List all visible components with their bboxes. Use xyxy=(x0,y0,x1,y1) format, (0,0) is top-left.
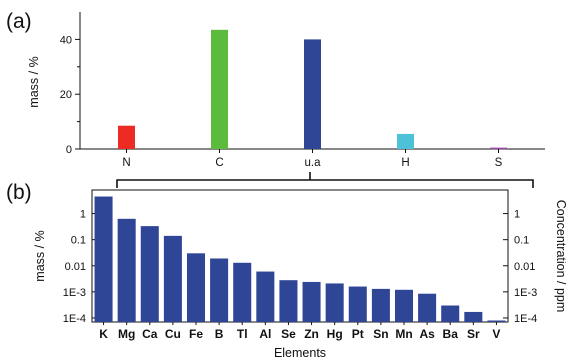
panel-b-bar-K xyxy=(94,196,113,322)
panel-a-y-axis-label: mass / % xyxy=(27,56,41,107)
panel-a-bar-ua xyxy=(304,39,321,149)
panel-b-bar-As xyxy=(418,293,437,322)
panel-a-y-tick-label: 20 xyxy=(60,89,72,101)
panel-b-bar-V xyxy=(487,320,506,322)
panel-b-bar-Mn xyxy=(394,289,414,322)
panel-b-bar-Cu xyxy=(163,235,182,322)
panel-b-x-tick-label: Ba xyxy=(443,327,459,341)
panel-b-bar-Ba xyxy=(441,305,460,322)
panel-b-right-y-tick-label: 0.1 xyxy=(514,235,529,247)
panel-b-x-tick-label: K xyxy=(99,327,108,341)
panel-b-right-y-tick-label: 1 xyxy=(514,209,520,221)
panel-b-x-tick-label: Pt xyxy=(352,327,364,341)
panel-b-bar-Zn xyxy=(302,281,321,322)
panel-b-y-tick-label: 1E-4 xyxy=(63,313,86,325)
panel-b-bar-Hg xyxy=(325,283,344,322)
panel-b-x-tick-label: Hg xyxy=(327,327,343,341)
panel-b-bar-Tl xyxy=(233,262,252,322)
panel-b-y-tick-label: 1 xyxy=(80,209,86,221)
panel-b-bar-Sr xyxy=(464,311,483,322)
panel-b-x-tick-label: B xyxy=(215,327,224,341)
panel-a-x-tick-label: u.a xyxy=(305,157,322,169)
panel-b-x-tick-label: Al xyxy=(259,327,271,341)
panel-a-bar-S xyxy=(490,147,507,150)
panel-a-y-tick-label: 0 xyxy=(66,144,72,156)
panel-a-x-tick-label: N xyxy=(122,157,130,169)
panel-b-right-y-tick-label: 1E-3 xyxy=(514,287,537,299)
panel-b-x-tick-label: As xyxy=(419,327,435,341)
panel-b-bar-Pt xyxy=(348,286,367,322)
panel-b-label: (b) xyxy=(6,181,32,204)
panel-b-bar-Al xyxy=(256,271,275,322)
panel-b-x-tick-label: Tl xyxy=(237,327,248,341)
panel-a-label: (a) xyxy=(6,10,32,33)
panel-b-bar-Mg xyxy=(117,218,136,322)
panel-b-x-tick-label: Sn xyxy=(373,327,388,341)
ua-breakdown-bracket xyxy=(116,172,534,188)
panel-b-bar-Ca xyxy=(140,226,159,322)
panel-a-x-tick-label: S xyxy=(495,157,503,169)
panel-a-bar-H xyxy=(397,133,414,149)
panel-b-bar-Se xyxy=(279,280,298,322)
panel-b-right-y-tick-label: 0.01 xyxy=(514,261,535,273)
panel-b-y-axis-label: mass / % xyxy=(33,230,47,281)
panel-b-x-tick-label: Ca xyxy=(142,327,158,341)
panel-b-x-tick-label: V xyxy=(492,327,500,341)
panel-b-x-tick-label: Mn xyxy=(395,327,412,341)
panel-b-frame xyxy=(91,189,509,323)
panel-b-bar-B xyxy=(210,258,229,322)
panel-b-right-y-axis-label: Concentration / ppm xyxy=(554,200,566,313)
panel-b-x-tick-label: Cu xyxy=(165,327,181,341)
panel-b-y-tick-label: 0.01 xyxy=(65,261,86,273)
panel-b-x-tick-label: Fe xyxy=(189,327,203,341)
panel-a-x-tick-label: H xyxy=(401,157,409,169)
panel-a-bar-N xyxy=(118,125,135,149)
panel-b-bar-Fe xyxy=(186,253,206,322)
panel-a-bar-C xyxy=(211,29,228,150)
panel-b-bar-Sn xyxy=(371,288,390,322)
panel-b-x-tick-label: Se xyxy=(281,327,296,341)
panel-b-right-y-tick-label: 1E-4 xyxy=(514,313,537,325)
panel-a-x-tick-label: C xyxy=(215,157,223,169)
panel-b-x-tick-label: Sr xyxy=(467,327,480,341)
panel-a-y-tick-label: 40 xyxy=(60,34,72,46)
panel-b-x-tick-label: Mg xyxy=(118,327,135,341)
panel-b-x-tick-label: Zn xyxy=(304,327,319,341)
panel-b-y-tick-label: 1E-3 xyxy=(63,287,86,299)
panel-b-x-axis-label: Elements xyxy=(274,346,326,360)
panel-b-y-tick-label: 0.1 xyxy=(71,235,86,247)
